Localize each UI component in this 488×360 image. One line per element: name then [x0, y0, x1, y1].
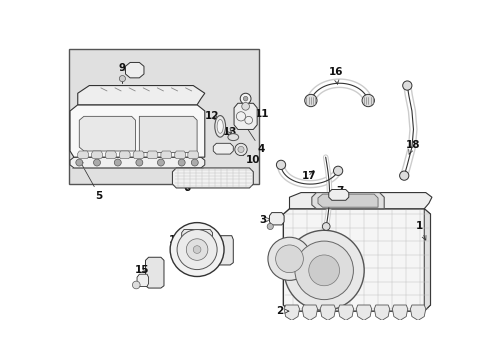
- Polygon shape: [137, 274, 148, 287]
- Circle shape: [267, 237, 310, 280]
- Polygon shape: [70, 157, 204, 168]
- Polygon shape: [269, 213, 284, 225]
- Circle shape: [284, 230, 364, 310]
- Polygon shape: [172, 168, 253, 188]
- Text: 5: 5: [80, 160, 102, 201]
- Polygon shape: [182, 230, 212, 239]
- Text: 8: 8: [224, 146, 231, 156]
- Polygon shape: [147, 151, 158, 159]
- Circle shape: [191, 159, 198, 166]
- Text: 1: 1: [415, 221, 425, 240]
- FancyBboxPatch shape: [68, 49, 259, 184]
- Circle shape: [240, 93, 250, 104]
- Text: 15: 15: [134, 265, 149, 275]
- Text: 6: 6: [183, 183, 190, 193]
- Polygon shape: [105, 151, 116, 159]
- Circle shape: [243, 96, 247, 101]
- Text: 17: 17: [301, 171, 315, 181]
- Polygon shape: [139, 116, 197, 153]
- Text: 18: 18: [405, 140, 419, 154]
- Polygon shape: [70, 105, 204, 157]
- Polygon shape: [328, 189, 348, 200]
- Polygon shape: [78, 86, 204, 105]
- Polygon shape: [424, 209, 429, 311]
- Circle shape: [136, 159, 142, 166]
- Ellipse shape: [227, 134, 238, 141]
- Circle shape: [322, 222, 329, 230]
- Polygon shape: [283, 209, 429, 311]
- Polygon shape: [234, 103, 257, 130]
- Circle shape: [178, 159, 185, 166]
- Polygon shape: [174, 151, 185, 159]
- Polygon shape: [145, 257, 163, 288]
- Polygon shape: [119, 151, 130, 159]
- Polygon shape: [356, 305, 371, 320]
- Polygon shape: [133, 151, 143, 159]
- Circle shape: [294, 241, 353, 300]
- Circle shape: [114, 159, 121, 166]
- Polygon shape: [409, 305, 425, 320]
- Circle shape: [266, 223, 273, 230]
- Text: 11: 11: [249, 103, 269, 119]
- Circle shape: [361, 94, 374, 107]
- Circle shape: [238, 147, 244, 153]
- Circle shape: [244, 116, 252, 124]
- Circle shape: [275, 245, 303, 273]
- Text: 12: 12: [205, 111, 219, 121]
- Circle shape: [234, 143, 246, 156]
- Circle shape: [119, 76, 125, 82]
- Circle shape: [236, 112, 245, 121]
- Polygon shape: [125, 62, 143, 78]
- Circle shape: [276, 160, 285, 170]
- Circle shape: [304, 94, 316, 107]
- Circle shape: [402, 81, 411, 90]
- Circle shape: [308, 255, 339, 286]
- Text: 7: 7: [335, 186, 343, 196]
- Circle shape: [132, 281, 140, 289]
- Circle shape: [177, 230, 217, 270]
- Circle shape: [76, 159, 82, 166]
- Polygon shape: [213, 143, 233, 154]
- Polygon shape: [317, 194, 377, 207]
- Polygon shape: [78, 151, 88, 159]
- Text: 16: 16: [328, 67, 342, 84]
- Text: 3: 3: [258, 215, 270, 225]
- Polygon shape: [210, 236, 233, 265]
- Polygon shape: [373, 305, 389, 320]
- Polygon shape: [302, 305, 317, 320]
- Circle shape: [186, 239, 207, 260]
- Ellipse shape: [214, 116, 225, 137]
- Polygon shape: [161, 151, 171, 159]
- FancyBboxPatch shape: [176, 170, 249, 180]
- Polygon shape: [284, 305, 299, 320]
- Polygon shape: [391, 305, 407, 320]
- Circle shape: [93, 159, 100, 166]
- Polygon shape: [289, 193, 431, 209]
- Circle shape: [333, 166, 342, 175]
- Text: 13: 13: [223, 127, 237, 137]
- Polygon shape: [91, 151, 102, 159]
- Polygon shape: [187, 151, 198, 159]
- Polygon shape: [311, 193, 384, 209]
- Text: 14: 14: [169, 235, 188, 246]
- Circle shape: [157, 159, 164, 166]
- Text: 4: 4: [240, 117, 264, 154]
- Text: 10: 10: [241, 152, 260, 165]
- Polygon shape: [320, 305, 335, 320]
- Polygon shape: [79, 116, 135, 151]
- Circle shape: [241, 103, 249, 110]
- Circle shape: [399, 171, 408, 180]
- Ellipse shape: [217, 120, 223, 133]
- Circle shape: [170, 222, 224, 276]
- Circle shape: [193, 246, 201, 253]
- Text: 2: 2: [275, 306, 288, 316]
- Text: 9: 9: [119, 63, 130, 73]
- Polygon shape: [338, 305, 353, 320]
